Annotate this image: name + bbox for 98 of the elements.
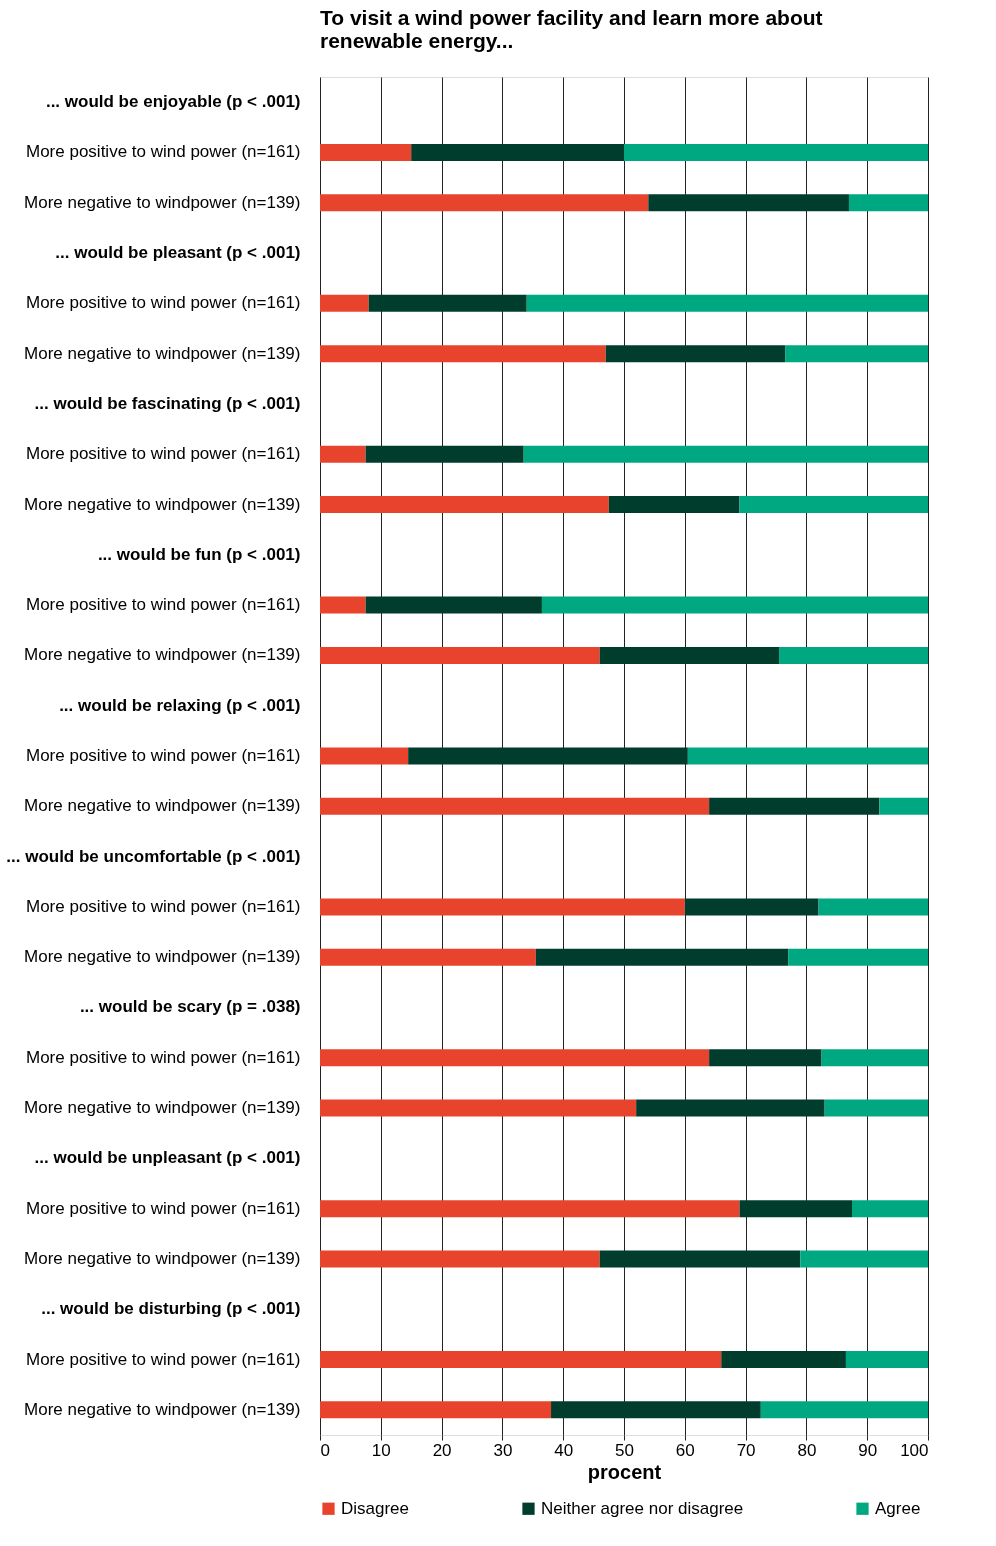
bar	[551, 1401, 761, 1419]
y-tick-label: More positive to wind power (n=161)	[26, 896, 301, 916]
bar	[648, 194, 849, 212]
bar	[320, 948, 536, 966]
y-tick-label: More negative to windpower (n=139)	[24, 796, 301, 816]
bar	[687, 747, 928, 765]
bar	[368, 294, 527, 312]
bar	[800, 1250, 928, 1268]
x-tick-label: 10	[371, 1440, 391, 1460]
bar	[320, 1401, 552, 1419]
bar	[320, 345, 606, 363]
text: To visit a wind power facility and learn more about	[320, 6, 823, 29]
y-tick-label: More negative to windpower (n=139)	[24, 1399, 301, 1419]
bar	[320, 1200, 740, 1218]
x-tick-label: 30	[493, 1440, 513, 1460]
bar	[684, 898, 819, 916]
bar	[365, 596, 542, 614]
bar	[541, 596, 928, 614]
x-tick-label: 80	[797, 1440, 817, 1460]
bar	[526, 294, 928, 312]
bar	[599, 646, 780, 664]
y-tick-label: More positive to wind power (n=161)	[26, 1198, 301, 1218]
bar	[408, 747, 688, 765]
bar	[523, 445, 928, 463]
y-tick-label: More negative to windpower (n=139)	[24, 494, 301, 514]
bar	[320, 797, 710, 815]
y-tick-label: ... would be relaxing (p < .001)	[59, 695, 301, 715]
y-tick-label: ... would be uncomfortable (p < .001)	[6, 846, 301, 866]
y-tick-label: More negative to windpower (n=139)	[24, 192, 301, 212]
bar	[818, 898, 928, 916]
bar	[760, 1401, 928, 1419]
y-tick-label: More negative to windpower (n=139)	[24, 343, 301, 363]
y-tick-label: More positive to wind power (n=161)	[26, 1349, 301, 1369]
bar	[320, 143, 412, 161]
y-tick-label: ... would be unpleasant (p < .001)	[34, 1148, 301, 1168]
y-tick-label: ... would be enjoyable (p < .001)	[45, 92, 301, 112]
text: renewable energy...	[320, 29, 514, 52]
x-axis-title: procent	[587, 1460, 662, 1483]
bar	[636, 1099, 825, 1117]
bar	[605, 345, 786, 363]
y-tick-label: More positive to wind power (n=161)	[26, 293, 301, 313]
x-tick-label: 60	[675, 1440, 695, 1460]
bar	[320, 898, 685, 916]
y-tick-label: More positive to wind power (n=161)	[26, 746, 301, 765]
y-tick-label: ... would be pleasant (p < .001)	[55, 243, 301, 263]
y-tick-label: More positive to wind power (n=161)	[26, 142, 301, 162]
bar	[320, 294, 369, 312]
x-tick-label: 70	[736, 1440, 756, 1460]
bar	[824, 1099, 928, 1117]
bar	[845, 1351, 928, 1369]
bar	[320, 1250, 600, 1268]
bar	[624, 143, 928, 161]
bar	[411, 143, 624, 161]
bar	[599, 1250, 801, 1268]
legend-label: Neither agree nor disagree	[541, 1498, 744, 1518]
bar	[320, 194, 649, 212]
legend-label: Disagree	[341, 1498, 410, 1518]
bar	[608, 496, 740, 514]
x-tick-label: 90	[858, 1440, 878, 1460]
bar	[821, 1049, 928, 1067]
bar	[365, 445, 524, 463]
y-tick-label: More negative to windpower (n=139)	[24, 1248, 301, 1268]
x-tick-label: 0	[320, 1440, 330, 1460]
y-tick-label: ... would be disturbing (p < .001)	[41, 1299, 301, 1319]
legend-label: Agree	[875, 1498, 921, 1518]
y-tick-label: More positive to wind power (n=161)	[26, 595, 301, 615]
x-tick-label: 50	[615, 1440, 634, 1460]
bar	[709, 797, 880, 815]
bar	[320, 496, 609, 514]
bar	[788, 948, 928, 966]
bar	[848, 194, 928, 212]
bar	[739, 496, 928, 514]
bar	[320, 445, 366, 463]
y-tick-label: More negative to windpower (n=139)	[24, 947, 301, 967]
y-tick-label: ... would be scary (p = .038)	[79, 997, 301, 1017]
bar	[779, 646, 928, 664]
bar	[852, 1200, 928, 1218]
bar	[320, 747, 409, 765]
bar	[739, 1200, 852, 1218]
y-tick-label: More positive to wind power (n=161)	[26, 1047, 301, 1067]
bar	[721, 1351, 846, 1369]
bar	[320, 1351, 722, 1369]
bar	[535, 948, 789, 966]
x-tick-label: 20	[432, 1440, 452, 1460]
bar	[320, 646, 600, 664]
bar	[709, 1049, 822, 1067]
bar	[785, 345, 928, 363]
y-tick-label: ... would be fun (p < .001)	[97, 544, 301, 564]
bar	[320, 596, 366, 614]
bar	[320, 1099, 637, 1117]
bar	[879, 797, 928, 815]
x-tick-label: 100	[900, 1440, 929, 1460]
bar	[320, 1049, 710, 1067]
y-tick-label: More negative to windpower (n=139)	[24, 645, 301, 665]
y-tick-label: ... would be fascinating (p < .001)	[34, 393, 301, 413]
y-tick-label: More positive to wind power (n=161)	[26, 444, 301, 464]
y-tick-label: More negative to windpower (n=139)	[24, 1098, 301, 1118]
x-tick-label: 40	[554, 1440, 574, 1460]
